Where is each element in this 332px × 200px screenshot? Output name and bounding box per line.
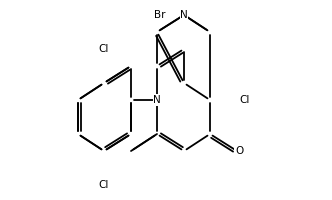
Text: Br: Br: [154, 10, 166, 20]
Text: Cl: Cl: [99, 180, 109, 190]
Text: Cl: Cl: [99, 44, 109, 54]
Text: N: N: [153, 95, 161, 105]
Text: Cl: Cl: [239, 95, 249, 105]
Text: N: N: [180, 10, 188, 20]
Text: O: O: [235, 146, 243, 156]
